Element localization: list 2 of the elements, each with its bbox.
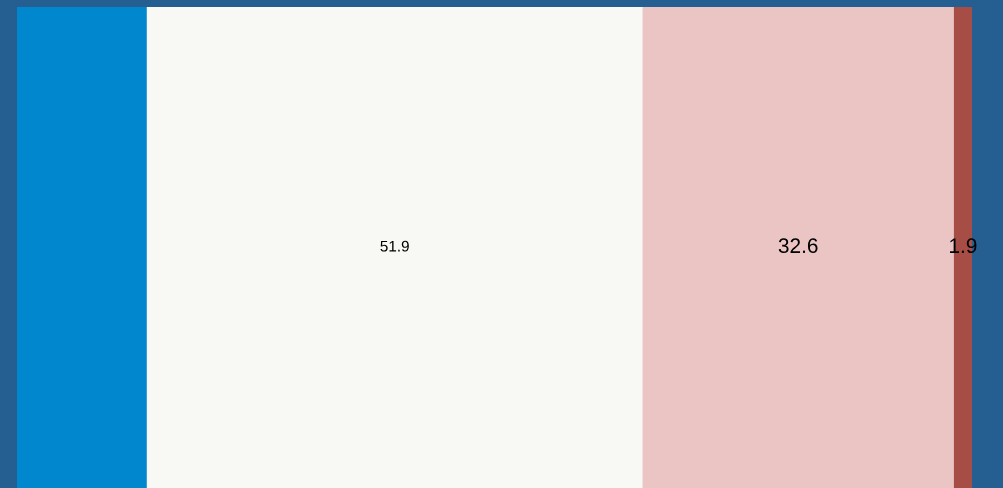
data-label: 51.9 [380, 240, 409, 252]
data-label: 32.6 [778, 238, 818, 254]
